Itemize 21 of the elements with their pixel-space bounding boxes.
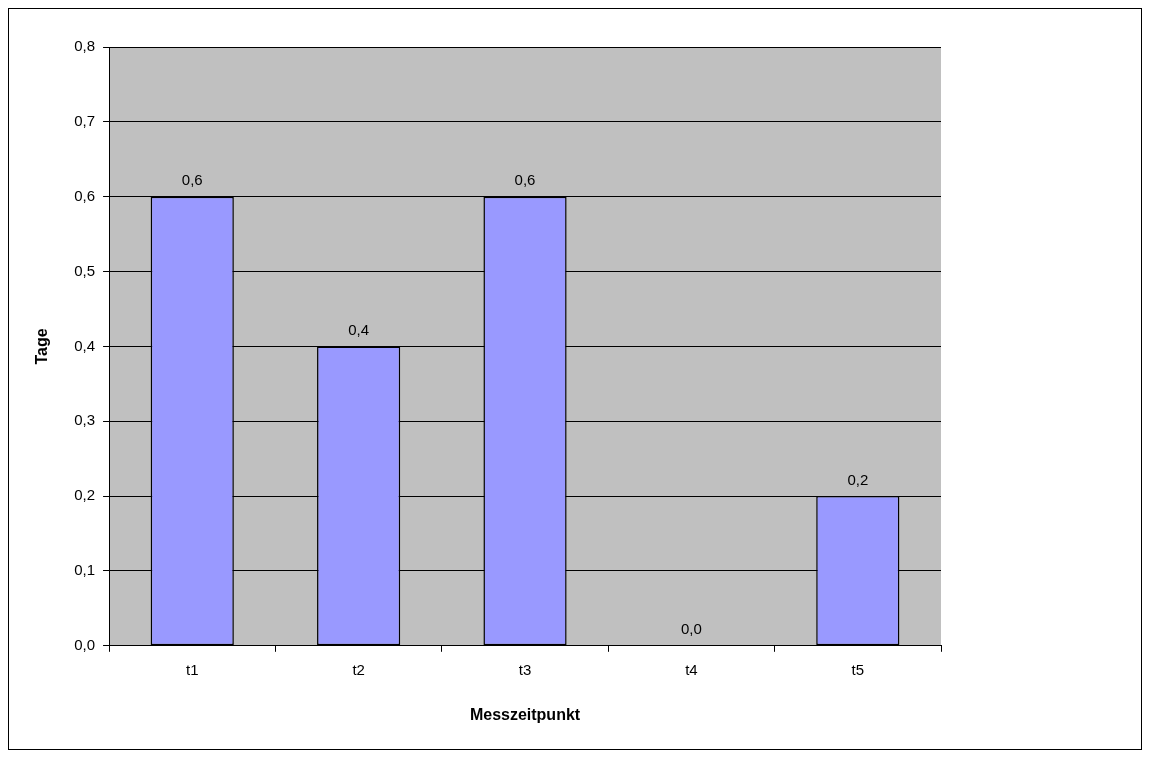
data-label: 0,4 xyxy=(348,321,370,339)
y-tick-label: 0,8 xyxy=(74,37,96,55)
y-tick-label: 0,3 xyxy=(74,411,96,429)
y-tick-label: 0,0 xyxy=(74,635,96,653)
y-tick-label: 0,5 xyxy=(74,261,96,279)
x-tick-label: t5 xyxy=(851,660,865,678)
data-label: 0,2 xyxy=(847,470,869,488)
y-tick-label: 0,4 xyxy=(74,336,96,354)
y-tick-label: 0,6 xyxy=(74,186,96,204)
y-axis-title: Tage xyxy=(33,328,51,365)
x-tick-label: t4 xyxy=(685,660,698,678)
data-label: 0,6 xyxy=(514,171,536,189)
data-label: 0,6 xyxy=(181,171,203,189)
x-tick-label: t1 xyxy=(185,660,199,678)
x-tick-label: t3 xyxy=(518,660,532,678)
y-tick-label: 0,2 xyxy=(74,486,96,504)
x-axis-title: Messzeitpunkt xyxy=(469,705,581,723)
data-label: 0,0 xyxy=(680,620,702,638)
y-tick-label: 0,7 xyxy=(74,111,96,129)
x-tick-label: t2 xyxy=(352,660,365,678)
y-tick-label: 0,1 xyxy=(74,561,96,579)
